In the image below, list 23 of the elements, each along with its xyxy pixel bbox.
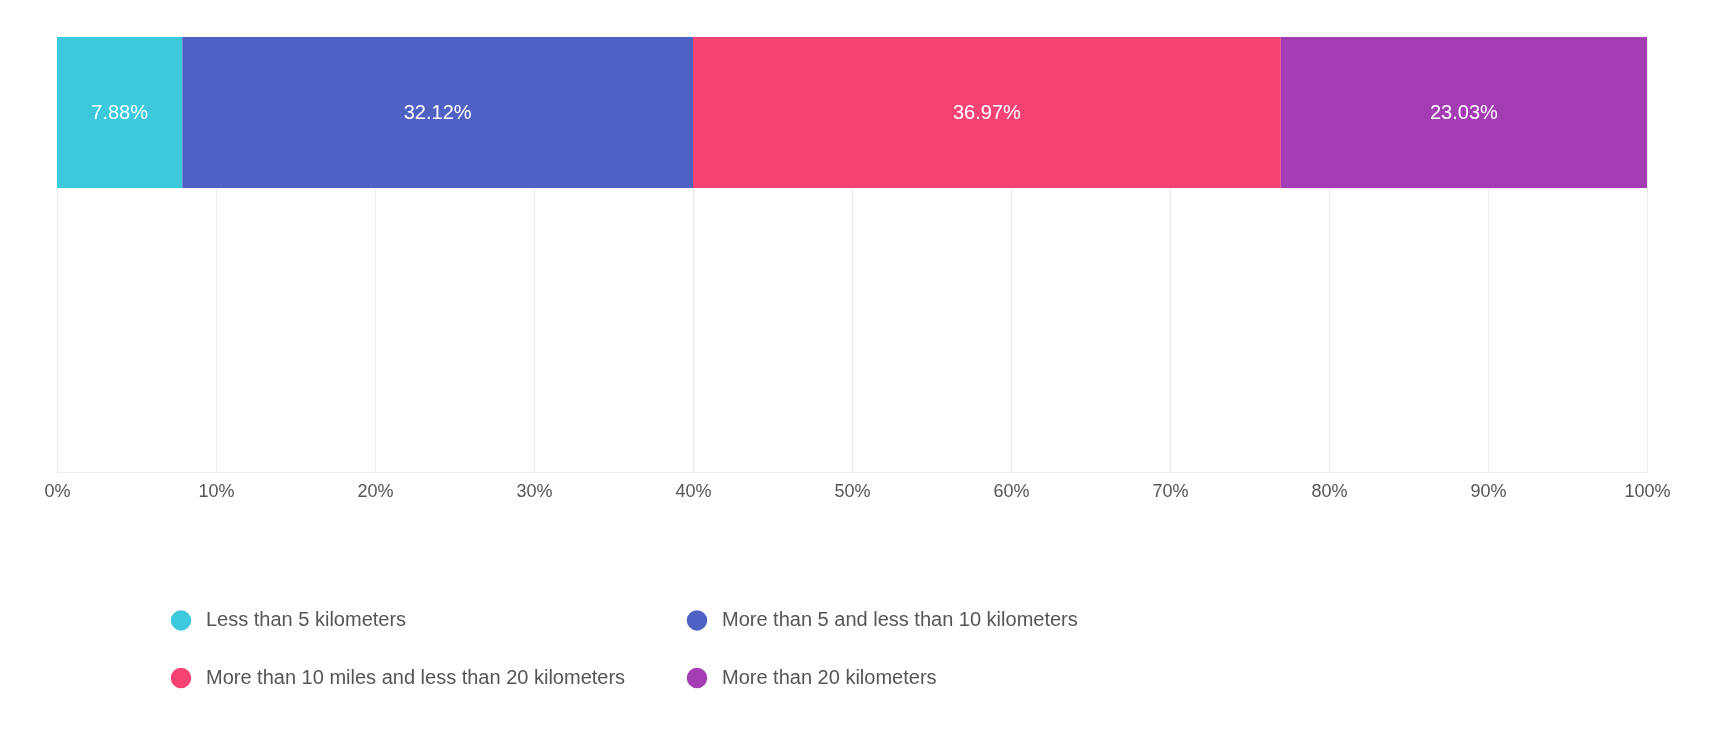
data-label: 32.12% [403, 100, 472, 123]
bar [57, 37, 183, 188]
legend-label: More than 20 kilometers [722, 666, 937, 688]
data-label: 7.88% [91, 100, 149, 123]
x-tick-label: 60% [993, 480, 1030, 501]
x-tick-label: 30% [516, 480, 553, 501]
x-tick-label: 20% [357, 480, 394, 501]
legend-label: Less than 5 kilometers [206, 608, 407, 631]
data-label: 23.03% [1429, 100, 1499, 123]
legend-label: More than 10 miles and less than 20 kilometers [206, 666, 626, 688]
x-tick-label: 90% [1470, 480, 1507, 501]
bar [1280, 37, 1647, 188]
data-label: 36.97% [952, 100, 1022, 123]
bar [182, 37, 693, 188]
x-tick-label: 50% [834, 480, 871, 501]
x-tick-label: 80% [1311, 480, 1348, 501]
x-tick-label: 100% [1624, 480, 1671, 501]
x-tick-label: 10% [198, 480, 235, 501]
x-tick-label: 40% [675, 480, 712, 501]
legend-label: More than 5 and less than 10 kilometers [722, 608, 1078, 631]
bar [693, 37, 1281, 188]
x-tick-label: 70% [1152, 480, 1189, 501]
x-tick-label: 0% [44, 480, 71, 501]
